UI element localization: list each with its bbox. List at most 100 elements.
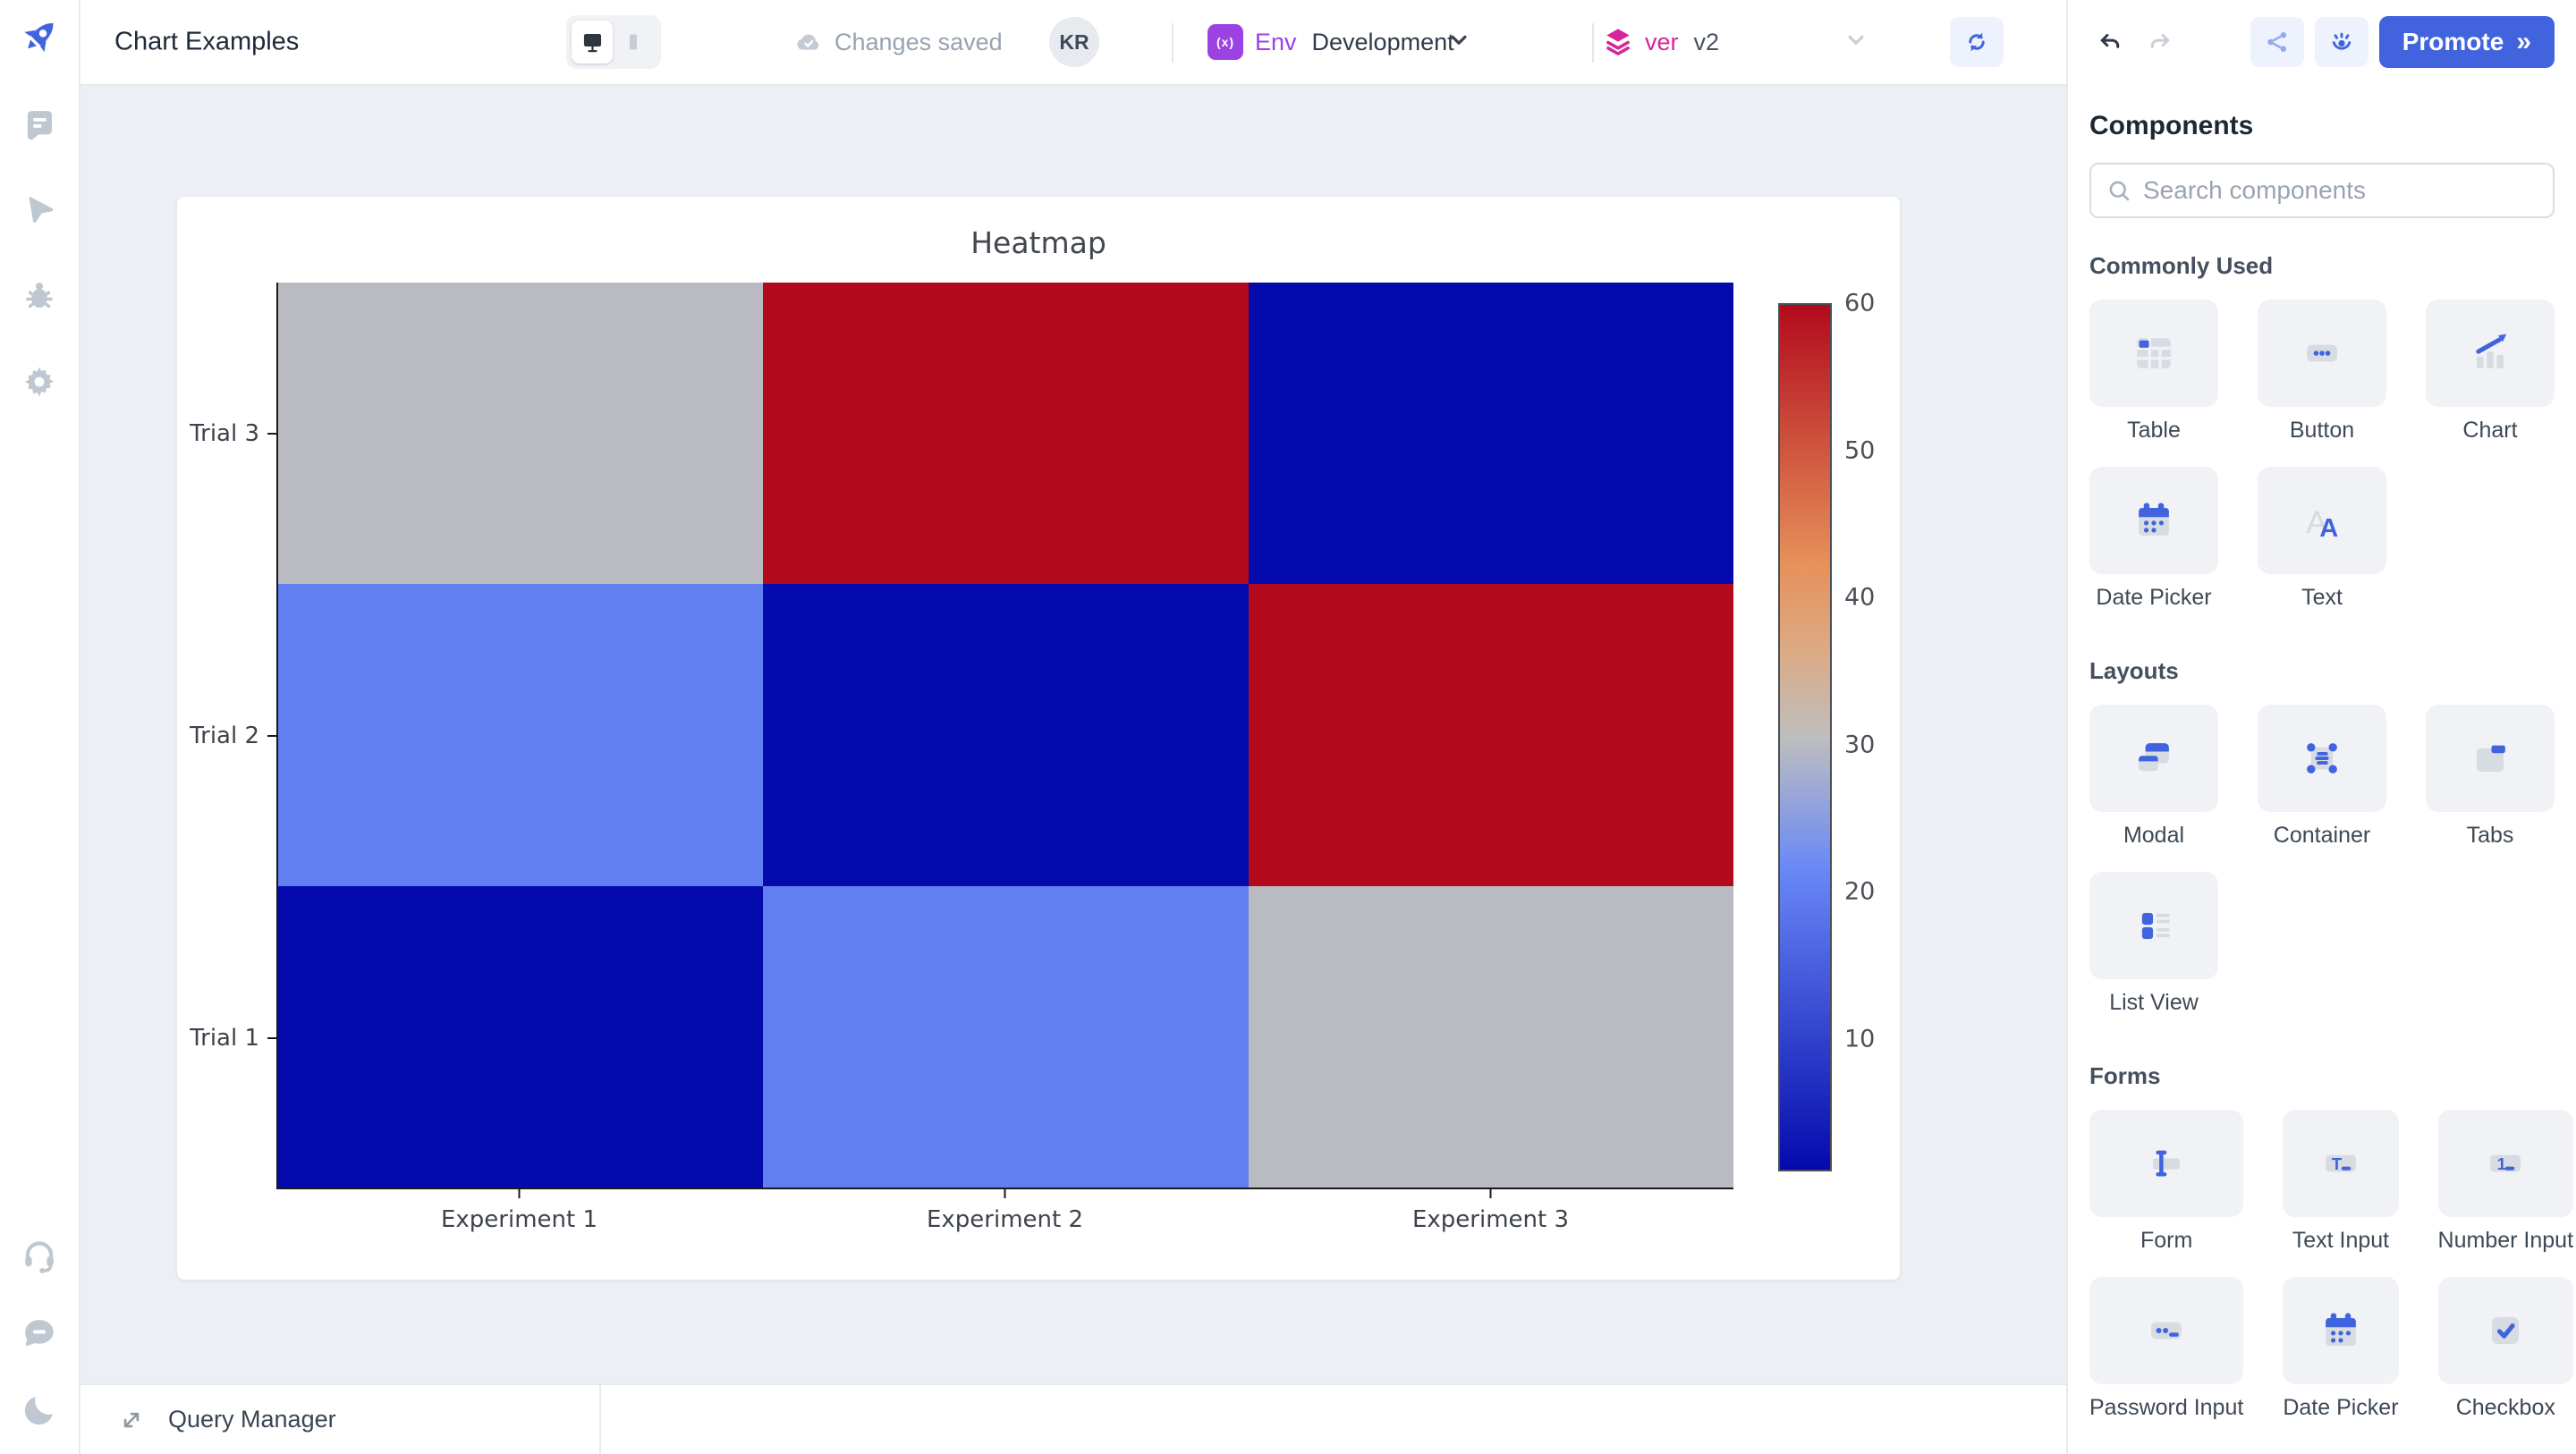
c-form-icon — [2140, 1137, 2193, 1190]
component-tile-label: Tabs — [2466, 823, 2514, 848]
component-tile-label: Text — [2301, 585, 2343, 610]
promote-button[interactable]: Promote » — [2378, 16, 2555, 68]
environment-selector[interactable]: (x) Env Development — [1208, 24, 1454, 60]
component-search[interactable] — [2089, 163, 2555, 218]
component-grid: Modal Container Tabs List View — [2089, 705, 2555, 1016]
heatmap-cell — [278, 584, 764, 886]
component-tile-label: Form — [2140, 1228, 2193, 1253]
pages-icon[interactable] — [21, 106, 58, 143]
component-tile-box — [2089, 467, 2218, 574]
component-sections: Commonly Used Table Button Chart Date Pi… — [2089, 252, 2574, 1421]
component-tile-date-picker[interactable]: Date Picker — [2089, 467, 2218, 611]
environment-chevron-down-icon[interactable] — [1445, 27, 1472, 58]
component-tile-form[interactable]: Form — [2089, 1110, 2244, 1254]
share-button[interactable] — [2250, 17, 2304, 67]
heatmap-cell — [763, 283, 1249, 585]
support-headset-icon[interactable] — [21, 1238, 58, 1275]
desktop-monitor-icon — [580, 30, 605, 55]
mobile-phone-icon — [623, 31, 644, 53]
expand-icon — [118, 1407, 145, 1433]
component-tile-chart[interactable]: Chart — [2426, 300, 2555, 444]
version-selector[interactable]: ver v2 — [1601, 25, 1719, 59]
share-icon — [2264, 29, 2291, 55]
component-tile-password-input[interactable]: Password Input — [2089, 1277, 2244, 1421]
component-tile-label: Number Input — [2437, 1228, 2574, 1253]
colorbar-tick-label: 40 — [1844, 583, 1876, 612]
settings-gear-icon[interactable] — [21, 363, 58, 401]
chart-widget[interactable]: Heatmap Trial 1 Trial 2 Trial 3 Experiment … — [177, 197, 1900, 1280]
component-tile-modal[interactable]: Modal — [2089, 705, 2218, 849]
comments-chat-icon[interactable] — [21, 1315, 58, 1352]
promote-label: Promote — [2402, 28, 2504, 55]
component-tile-list-view[interactable]: List View — [2089, 872, 2218, 1016]
search-input[interactable] — [2141, 175, 2538, 206]
component-tile-checkbox[interactable]: Checkbox — [2437, 1277, 2574, 1421]
y-axis-tick: Trial 1 — [190, 1025, 276, 1052]
device-toggle[interactable] — [566, 15, 661, 69]
mobile-toggle-button[interactable] — [618, 31, 648, 53]
component-tile-box — [2283, 1110, 2399, 1217]
component-tile-label: Button — [2289, 418, 2355, 443]
query-manager-label: Query Manager — [168, 1406, 336, 1433]
component-tile-date-picker[interactable]: Date Picker — [2283, 1277, 2399, 1421]
component-tile-number-input[interactable]: Number Input — [2437, 1110, 2574, 1254]
component-tile-table[interactable]: Table — [2089, 300, 2218, 444]
component-tile-label: Date Picker — [2283, 1395, 2399, 1420]
component-tile-text-input[interactable]: Text Input — [2283, 1110, 2399, 1254]
component-grid: Table Button Chart Date Picker Text — [2089, 300, 2555, 611]
heatmap-cell — [278, 885, 764, 1188]
section-title: Commonly Used — [2089, 252, 2274, 279]
avatar[interactable]: KR — [1049, 17, 1099, 67]
c-calendar-icon — [2314, 1304, 2368, 1357]
inspector-cursor-icon[interactable] — [21, 191, 58, 229]
query-manager-toggle[interactable]: Query Manager — [79, 1385, 601, 1454]
heatmap-grid — [276, 283, 1733, 1189]
component-tile-box — [2437, 1110, 2574, 1217]
panel-header: Promote » — [2068, 0, 2576, 84]
undo-button[interactable] — [2089, 22, 2131, 62]
section-title: Forms — [2089, 1062, 2161, 1089]
colorbar-tick-label: 30 — [1844, 731, 1876, 759]
c-container-icon — [2295, 731, 2349, 785]
heatmap-cell — [1248, 283, 1733, 585]
component-tile-button[interactable]: Button — [2258, 300, 2386, 444]
component-tile-box — [2089, 1277, 2244, 1384]
component-tile-box — [2258, 300, 2386, 407]
header-divider — [1172, 23, 1174, 63]
header-divider — [1592, 23, 1594, 63]
editor-canvas[interactable]: Heatmap Trial 1 Trial 2 Trial 3 Experiment … — [79, 84, 2066, 1383]
component-grid: Form Text Input Number Input Password In… — [2089, 1110, 2574, 1421]
app-logo-rocket-icon[interactable] — [13, 13, 65, 64]
component-tile-text[interactable]: Text — [2258, 467, 2386, 611]
theme-toggle-moon-icon[interactable] — [21, 1391, 58, 1429]
component-tile-label: Checkbox — [2455, 1395, 2555, 1420]
component-tile-box — [2089, 1110, 2244, 1217]
eye-icon — [2328, 29, 2355, 55]
refresh-button[interactable] — [1950, 17, 2004, 67]
colorbar-tick-label: 10 — [1844, 1025, 1876, 1053]
component-tile-tabs[interactable]: Tabs — [2426, 705, 2555, 849]
c-checkbox-icon — [2479, 1304, 2532, 1357]
component-tile-box — [2258, 705, 2386, 812]
debugger-bug-icon[interactable] — [21, 277, 58, 315]
preview-button[interactable] — [2314, 17, 2368, 67]
version-chevron-down-icon[interactable] — [1843, 27, 1869, 58]
heatmap-cell — [1248, 885, 1733, 1188]
colorbar-tick-label: 50 — [1844, 436, 1876, 465]
c-modal-icon — [2127, 731, 2181, 785]
component-tile-label: Container — [2273, 823, 2371, 848]
x-axis-tick: Experiment 1 — [441, 1189, 597, 1233]
c-calendar-icon — [2127, 494, 2181, 547]
component-tile-container[interactable]: Container — [2258, 705, 2386, 849]
component-tile-label: Chart — [2462, 418, 2518, 443]
cloud-check-icon — [794, 28, 823, 56]
desktop-toggle-button[interactable] — [572, 21, 613, 63]
bottom-bar: Query Manager — [79, 1383, 2066, 1454]
version-value: v2 — [1693, 28, 1720, 55]
component-tile-box — [2089, 705, 2218, 812]
component-tile-label: List View — [2109, 990, 2199, 1015]
redo-button[interactable] — [2140, 22, 2181, 62]
c-textinput-icon — [2314, 1137, 2368, 1190]
version-layers-icon — [1601, 25, 1635, 59]
c-chart-icon — [2463, 326, 2517, 380]
